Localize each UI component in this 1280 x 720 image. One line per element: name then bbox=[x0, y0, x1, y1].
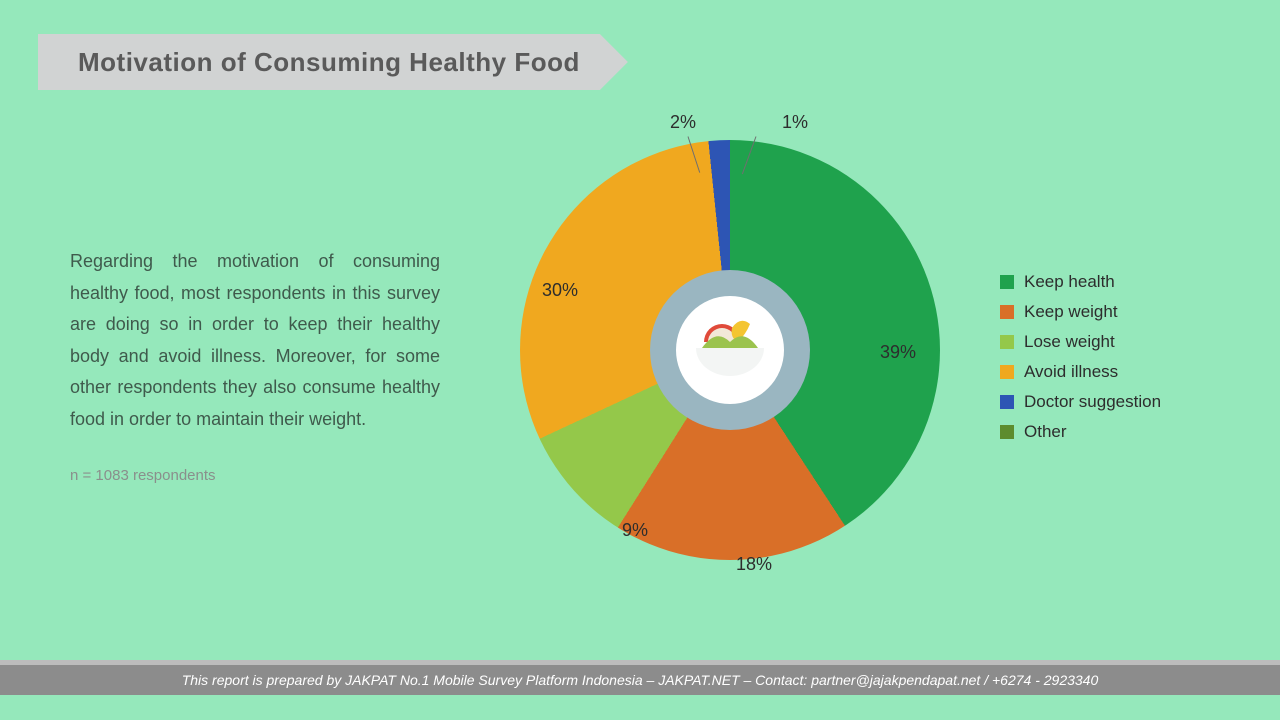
legend-item: Doctor suggestion bbox=[1000, 392, 1161, 412]
donut-chart: 39%18%9%30%2%1% bbox=[520, 140, 940, 560]
slice-label: 9% bbox=[622, 520, 648, 541]
description-paragraph: Regarding the motivation of consuming he… bbox=[70, 246, 440, 435]
legend-swatch bbox=[1000, 275, 1014, 289]
legend-swatch bbox=[1000, 425, 1014, 439]
slice-label: 1% bbox=[782, 112, 808, 133]
legend-label: Doctor suggestion bbox=[1024, 392, 1161, 412]
legend-label: Keep health bbox=[1024, 272, 1115, 292]
legend-label: Other bbox=[1024, 422, 1067, 442]
donut-hole bbox=[650, 270, 810, 430]
title-banner: Motivation of Consuming Healthy Food bbox=[38, 34, 628, 90]
footer-bar: This report is prepared by JAKPAT No.1 M… bbox=[0, 665, 1280, 695]
legend-label: Avoid illness bbox=[1024, 362, 1118, 382]
infographic-page: Motivation of Consuming Healthy Food Reg… bbox=[0, 0, 1280, 720]
legend-swatch bbox=[1000, 305, 1014, 319]
legend-swatch bbox=[1000, 335, 1014, 349]
chart-legend: Keep health Keep weight Lose weight Avoid i… bbox=[1000, 272, 1161, 452]
legend-item: Keep health bbox=[1000, 272, 1161, 292]
legend-item: Avoid illness bbox=[1000, 362, 1161, 382]
legend-item: Lose weight bbox=[1000, 332, 1161, 352]
legend-item: Keep weight bbox=[1000, 302, 1161, 322]
legend-swatch bbox=[1000, 365, 1014, 379]
page-title: Motivation of Consuming Healthy Food bbox=[78, 47, 580, 78]
sample-size-note: n = 1083 respondents bbox=[70, 467, 216, 484]
legend-label: Lose weight bbox=[1024, 332, 1115, 352]
legend-swatch bbox=[1000, 395, 1014, 409]
slice-label: 30% bbox=[542, 280, 578, 301]
legend-label: Keep weight bbox=[1024, 302, 1118, 322]
slice-label: 39% bbox=[880, 342, 916, 363]
footer-text: This report is prepared by JAKPAT No.1 M… bbox=[182, 672, 1099, 688]
slice-label: 18% bbox=[736, 554, 772, 575]
legend-item: Other bbox=[1000, 422, 1161, 442]
slice-label: 2% bbox=[670, 112, 696, 133]
salad-bowl-icon bbox=[670, 290, 790, 410]
